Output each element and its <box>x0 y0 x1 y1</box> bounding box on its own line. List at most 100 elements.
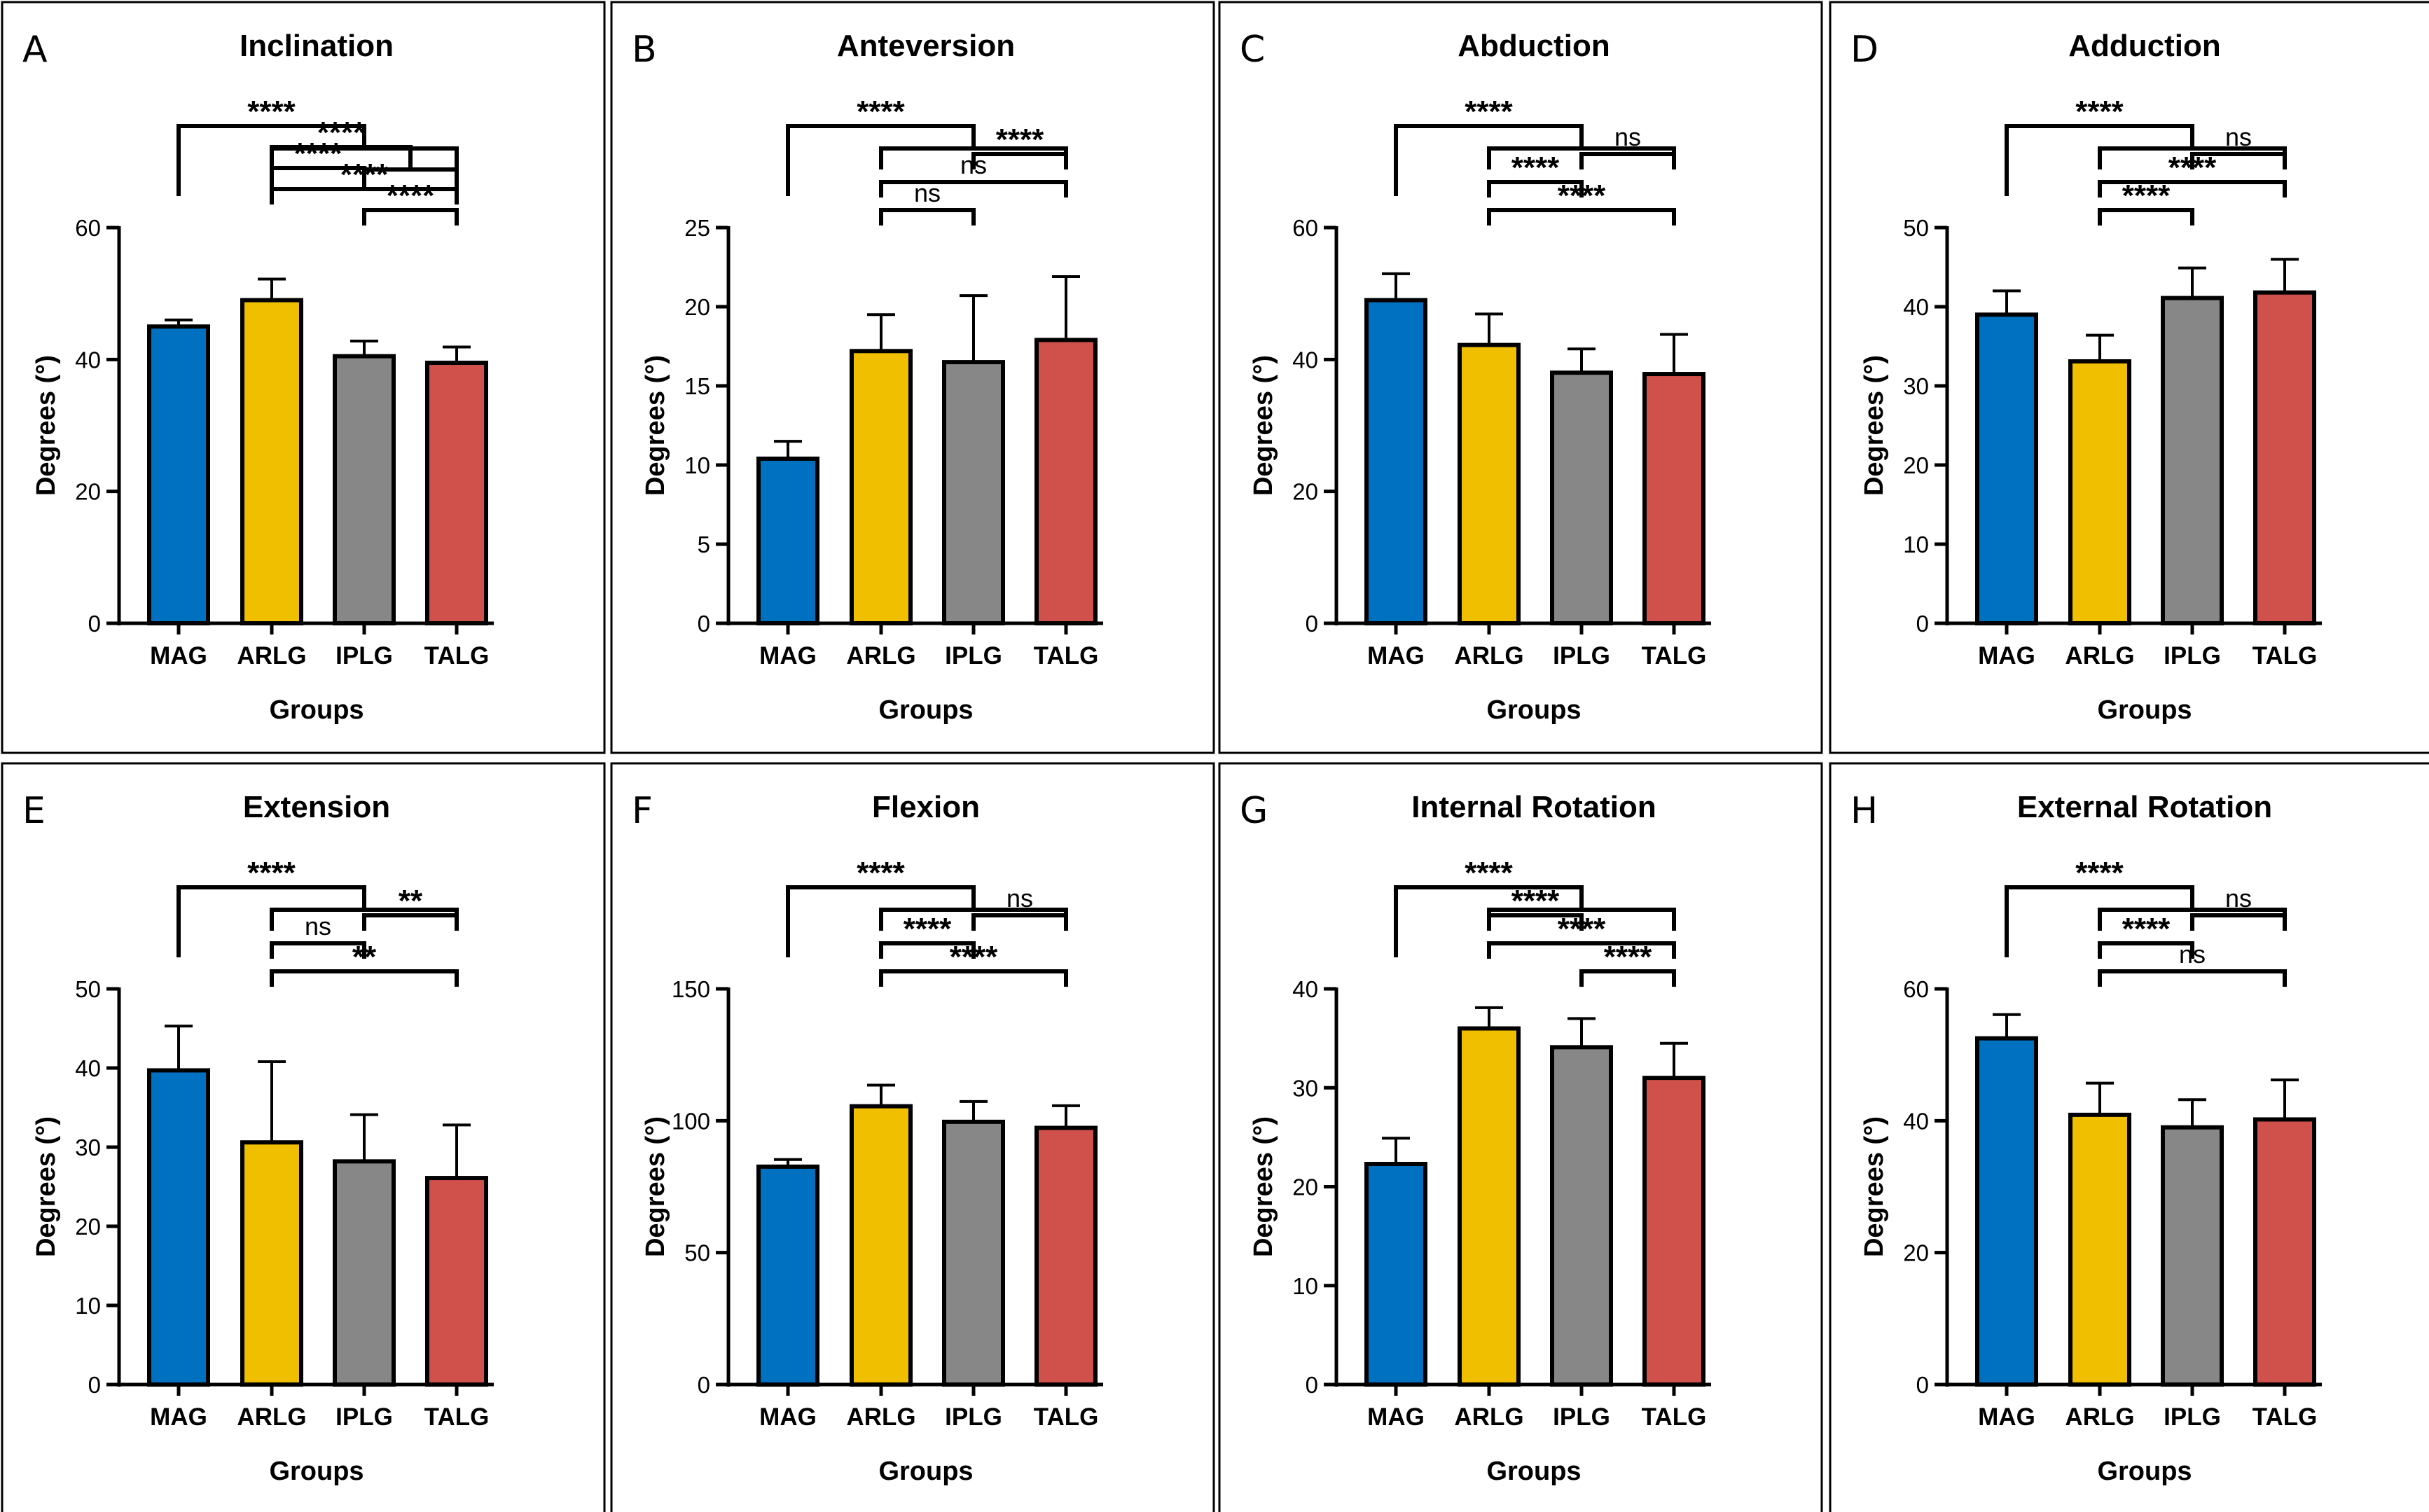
y-tick-label: 10 <box>684 452 710 478</box>
panel-title: Adduction <box>2068 29 2221 63</box>
significance-label: **** <box>1558 179 1606 213</box>
x-axis-title: Groups <box>1486 695 1581 725</box>
error-bar-iplg <box>350 1113 378 1162</box>
significance-bracket: **** <box>362 179 459 226</box>
significance-bracket: **** <box>879 912 976 959</box>
significance-label: ** <box>352 940 377 974</box>
error-bar-talg <box>2271 1078 2299 1120</box>
panel-frame <box>1829 762 2429 1512</box>
error-bar-arlg <box>2086 1081 2114 1115</box>
significance-label: ns <box>914 179 941 207</box>
bar-mag <box>1975 312 2038 625</box>
bracket-line <box>362 208 459 226</box>
x-tick-label-talg: TALG <box>2252 1403 2318 1431</box>
bar-mag <box>1975 1036 2038 1387</box>
y-axis-title: Degrees (°) <box>1860 355 1889 496</box>
bar-talg <box>1034 1125 1098 1387</box>
y-tick-label: 10 <box>1903 532 1929 557</box>
panel-letter: B <box>632 29 657 71</box>
significance-label: ns <box>305 912 331 941</box>
bracket-line <box>879 208 976 226</box>
y-axis-title: Degrees (°) <box>32 1116 61 1257</box>
x-tick-label-talg: TALG <box>424 1403 490 1431</box>
bracket-line <box>1394 124 1584 196</box>
x-tick-label-mag: MAG <box>1367 1403 1425 1431</box>
significance-bracket: **** <box>1487 179 1676 226</box>
x-tick-label-arlg: ARLG <box>846 1403 915 1431</box>
y-tick-label: 30 <box>75 1135 101 1160</box>
x-tick-label-talg: TALG <box>1642 642 1707 670</box>
bracket-line <box>362 913 459 931</box>
significance-label: **** <box>2075 856 2124 890</box>
bracket-line <box>1487 941 1676 959</box>
error-bar-talg <box>1052 275 1080 340</box>
bar-iplg <box>1550 370 1613 626</box>
bar-arlg <box>2068 359 2131 625</box>
panel-title: Internal Rotation <box>1411 790 1656 824</box>
error-bar-arlg <box>867 1083 895 1107</box>
panel-letter: A <box>22 29 48 71</box>
chart-panel-e: E Extension 0 10 20 30 40 50 MAG ARLG IPLG TALG Grou… <box>1 762 606 1512</box>
error-bar-iplg <box>350 339 378 356</box>
significance-label: **** <box>2075 95 2124 129</box>
significance-label: **** <box>950 940 998 974</box>
x-axis-title: Groups <box>2097 695 2192 725</box>
error-bar-arlg <box>1475 312 1503 345</box>
significance-label: **** <box>2168 151 2217 185</box>
x-tick-label-iplg: IPLG <box>2164 642 2221 670</box>
panel-frame <box>1 762 606 1512</box>
significance-label: **** <box>1604 940 1652 974</box>
y-tick-label: 20 <box>75 1214 101 1240</box>
significance-label: **** <box>1511 884 1560 918</box>
y-tick-label: 20 <box>75 479 101 505</box>
chart-panel-h: H External Rotation 0 20 40 60 MAG ARLG IPLG TALG… <box>1829 762 2429 1512</box>
significance-label: ns <box>960 151 987 179</box>
y-tick-label: 40 <box>1903 294 1929 320</box>
significance-bracket: ns <box>2190 123 2287 169</box>
x-tick-label-mag: MAG <box>1367 642 1425 670</box>
y-tick-label: 40 <box>75 347 101 373</box>
error-bar-talg <box>1660 333 1688 375</box>
significance-bracket: **** <box>971 123 1068 169</box>
y-tick-label: 0 <box>1306 611 1318 637</box>
bar-iplg <box>1550 1045 1613 1387</box>
y-tick-label: 150 <box>672 976 710 1002</box>
significance-label: **** <box>294 137 342 171</box>
bracket-line <box>270 969 459 987</box>
significance-bracket: ns <box>879 179 976 226</box>
panel-title: Abduction <box>1458 29 1610 63</box>
significance-bracket: ns <box>270 912 366 959</box>
x-tick-label-arlg: ARLG <box>2065 1403 2134 1431</box>
significance-label: ns <box>2225 123 2252 151</box>
x-tick-label-arlg: ARLG <box>1454 642 1523 670</box>
significance-bracket: ns <box>2190 884 2287 931</box>
bracket-line <box>971 913 1068 931</box>
significance-label: **** <box>340 158 389 192</box>
bar-talg <box>1642 1076 1705 1387</box>
x-axis-title: Groups <box>269 1457 364 1486</box>
panel-frame <box>1829 1 2429 754</box>
y-tick-label: 20 <box>1292 1174 1318 1200</box>
significance-label: **** <box>1511 151 1560 185</box>
error-bar-talg <box>443 345 471 363</box>
significance-bracket: **** <box>2098 179 2194 226</box>
y-tick-label: 40 <box>1292 976 1318 1002</box>
chart-panel-g: G Internal Rotation 0 10 20 30 40 MAG ARLG IPLG TA… <box>1218 762 1823 1512</box>
significance-bracket: **** <box>2005 95 2287 196</box>
error-bar-talg <box>1052 1104 1080 1128</box>
error-bar-arlg <box>1475 1006 1503 1029</box>
bracket-line <box>879 941 976 959</box>
significance-label: ns <box>1614 123 1641 151</box>
significance-bracket: ** <box>362 884 459 931</box>
bar-arlg <box>240 298 303 625</box>
y-tick-label: 0 <box>1306 1372 1318 1398</box>
y-tick-label: 30 <box>1903 373 1929 399</box>
bar-iplg <box>2161 296 2224 625</box>
error-bar-iplg <box>1568 1017 1596 1048</box>
significance-label: **** <box>904 912 952 946</box>
significance-label: **** <box>1558 912 1606 946</box>
panel-frame <box>1218 762 1823 1512</box>
x-axis-title: Groups <box>878 1457 973 1486</box>
y-axis-title: Degrees (°) <box>641 355 670 496</box>
y-tick-label: 10 <box>1292 1273 1318 1299</box>
